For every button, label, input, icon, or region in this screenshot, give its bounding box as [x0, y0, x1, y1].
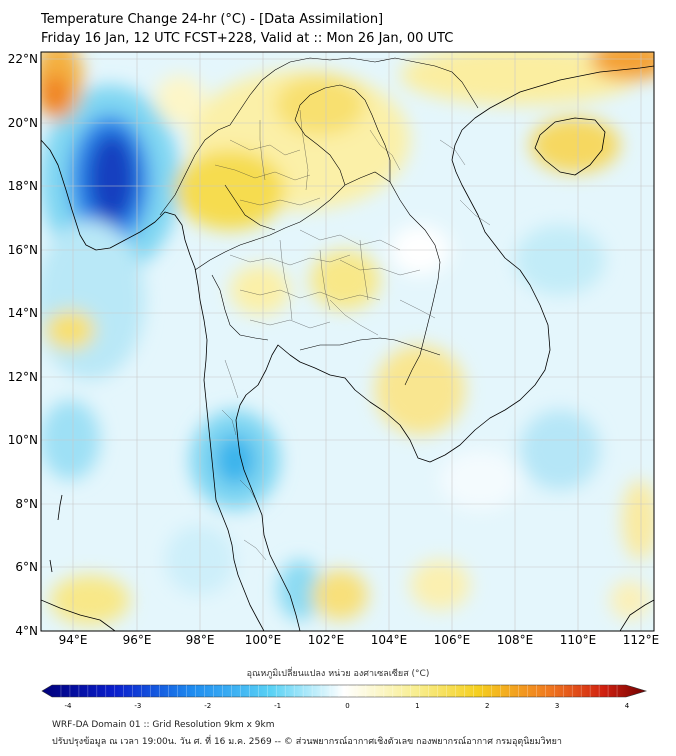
colorbar-tick-label: 3 — [555, 702, 559, 710]
footer-model-info: WRF-DA Domain 01 :: Grid Resolution 9km … — [52, 720, 275, 730]
lon-tick-label: 98°E — [186, 633, 215, 647]
colorbar-tick-label: 4 — [625, 702, 630, 710]
lon-tick-label: 108°E — [497, 633, 534, 647]
temperature-field — [41, 52, 654, 631]
lon-tick-label: 100°E — [245, 633, 282, 647]
colorbar-tick-label: -1 — [274, 702, 281, 710]
lat-tick-label: 20°N — [8, 116, 38, 130]
map-subtitle: Friday 16 Jan, 12 UTC FCST+228, Valid at… — [41, 31, 454, 46]
colorbar-label: อุณหภูมิเปลี่ยนแปลง หน่วย องศาเซลเซียส (… — [246, 669, 430, 679]
colorbar-tick-label: -2 — [204, 702, 211, 710]
map-title: Temperature Change 24-hr (°C) - [Data As… — [41, 12, 384, 27]
colorbar-tick-label: -4 — [65, 702, 73, 710]
graticule — [41, 52, 654, 631]
colorbar-tick-label: 1 — [415, 702, 419, 710]
lat-tick-label: 10°N — [8, 433, 38, 447]
lat-tick-label: 18°N — [8, 179, 38, 193]
coastlines — [41, 65, 654, 631]
lon-tick-label: 96°E — [123, 633, 152, 647]
lat-tick-label: 22°N — [8, 52, 38, 66]
lat-tick-label: 16°N — [8, 243, 38, 257]
colorbar-tick-label: 2 — [485, 702, 489, 710]
lon-tick-label: 110°E — [560, 633, 597, 647]
lon-tick-labels: 94°E 96°E 98°E 100°E 102°E 104°E 106°E 108°E 110… — [59, 633, 660, 647]
lat-tick-label: 6°N — [15, 560, 38, 574]
lat-tick-label: 8°N — [15, 497, 38, 511]
lat-tick-label: 14°N — [8, 306, 38, 320]
colorbar-ramp — [41, 684, 648, 698]
province-borders — [214, 109, 491, 561]
colorbar: -4 -3 -2 -1 0 1 2 3 4 — [41, 684, 648, 710]
lon-tick-label: 104°E — [371, 633, 408, 647]
plot-frame — [40, 51, 655, 632]
lon-tick-label: 102°E — [308, 633, 345, 647]
colorbar-tick-label: 0 — [345, 702, 349, 710]
country-borders — [159, 57, 479, 386]
colorbar-tick-labels: -4 -3 -2 -1 0 1 2 3 4 — [65, 702, 630, 710]
lat-tick-label: 4°N — [15, 624, 38, 638]
lat-tick-labels: 22°N 20°N 18°N 16°N 14°N 12°N 10°N 8°N 6°N 4°N — [8, 52, 38, 638]
lat-tick-label: 12°N — [8, 370, 38, 384]
lon-tick-label: 94°E — [59, 633, 88, 647]
footer-update-info: ปรับปรุงข้อมูล ณ เวลา 19:00น. วัน ศ. ที่… — [52, 737, 562, 747]
colorbar-tick-label: -3 — [134, 702, 141, 710]
lon-tick-label: 112°E — [623, 633, 660, 647]
lon-tick-label: 106°E — [434, 633, 471, 647]
